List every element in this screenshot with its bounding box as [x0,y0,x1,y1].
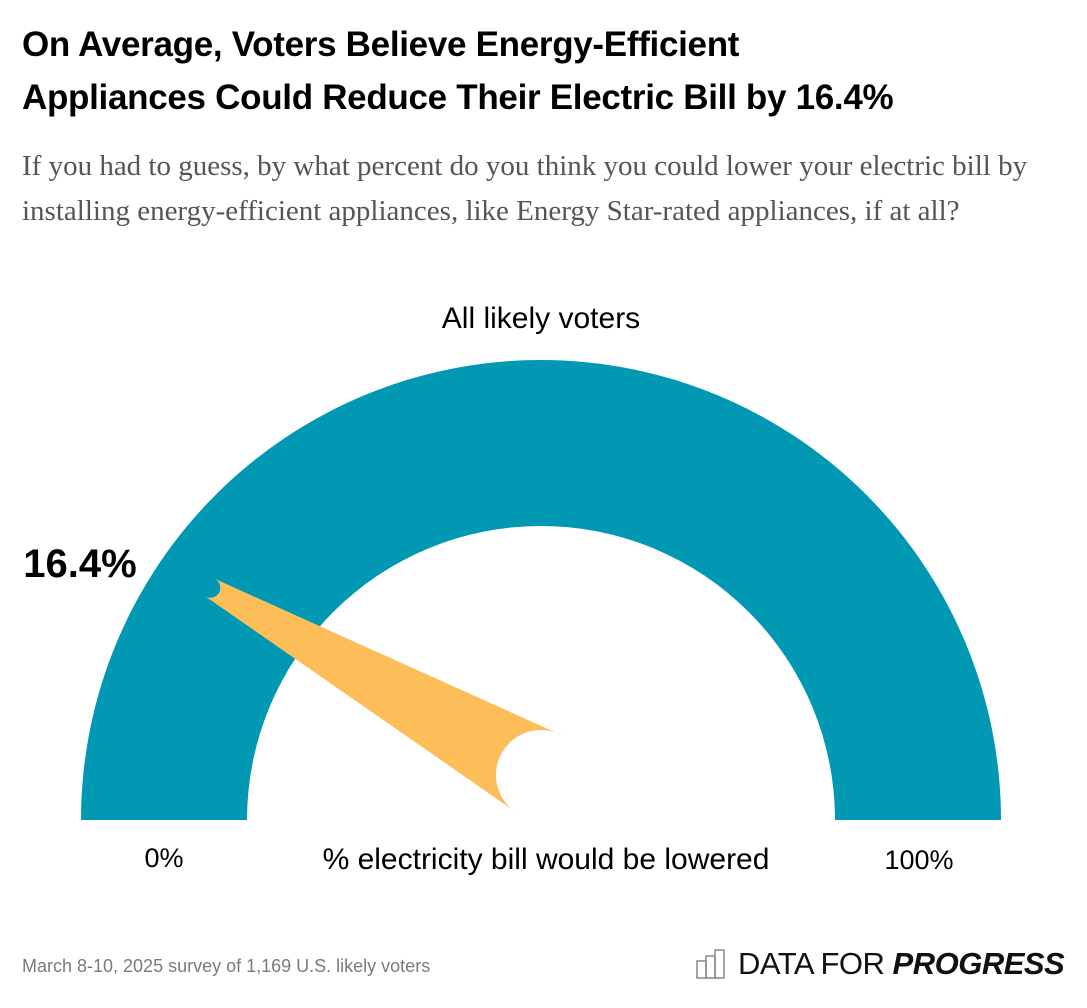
data-for-progress-logo: DATA FOR PROGRESS [696,946,1065,982]
survey-note: March 8-10, 2025 survey of 1,169 U.S. li… [22,956,431,976]
logo-text-light: DATA FOR [738,946,893,981]
gauge-chart: All likely voters 16.4% 0% 100% % electr… [23,302,1001,876]
gauge-max-label: 100% [884,845,953,875]
gauge-title: All likely voters [442,302,640,335]
gauge-axis-label: % electricity bill would be lowered [323,843,770,876]
chart-title: On Average, Voters Believe Energy-Effici… [22,18,1082,124]
logo-text: DATA FOR PROGRESS [738,946,1065,982]
gauge-needle [205,579,564,815]
chart-title-line-1: On Average, Voters Believe Energy-Effici… [22,25,740,64]
chart-subtitle: If you had to guess, by what percent do … [22,150,1028,227]
gauge-arc [81,360,1001,820]
chart-title-line-2: Appliances Could Reduce Their Electric B… [22,78,894,117]
bar-chart-icon [696,949,725,979]
logo-text-bold: PROGRESS [892,946,1065,981]
gauge-min-label: 0% [144,843,183,873]
gauge-value-label: 16.4% [23,542,136,586]
